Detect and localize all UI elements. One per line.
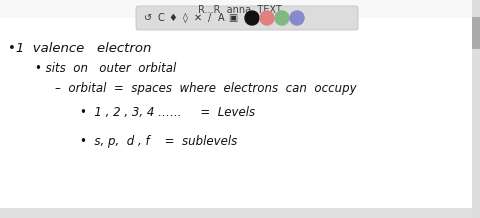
Text: /: /	[208, 13, 212, 23]
Text: A: A	[218, 13, 224, 23]
Text: –  orbital  =  spaces  where  electrons  can  occupy: – orbital = spaces where electrons can o…	[55, 82, 357, 95]
Text: •  1 , 2 , 3, 4 ……     =  Levels: • 1 , 2 , 3, 4 …… = Levels	[80, 106, 255, 119]
Text: •  s, p,  d , f    =  sublevels: • s, p, d , f = sublevels	[80, 135, 237, 148]
Text: C: C	[157, 13, 164, 23]
Bar	[0, 208, 480, 218]
Text: • sits  on   outer  orbital: • sits on outer orbital	[35, 62, 176, 75]
Text: ✕: ✕	[194, 13, 202, 23]
FancyBboxPatch shape	[472, 17, 480, 49]
FancyBboxPatch shape	[136, 6, 358, 30]
Circle shape	[290, 11, 304, 25]
Circle shape	[275, 11, 289, 25]
Text: ♦: ♦	[168, 13, 178, 23]
Text: ↺: ↺	[144, 13, 152, 23]
Text: •1  valence   electron: •1 valence electron	[8, 42, 151, 55]
Text: R...R  anna  TEXT: R...R anna TEXT	[198, 5, 282, 15]
Bar	[472, 0, 480, 218]
Bar	[0, 18, 480, 208]
Text: ▣: ▣	[228, 13, 238, 23]
Text: ◊: ◊	[182, 13, 187, 23]
Circle shape	[245, 11, 259, 25]
Circle shape	[260, 11, 274, 25]
